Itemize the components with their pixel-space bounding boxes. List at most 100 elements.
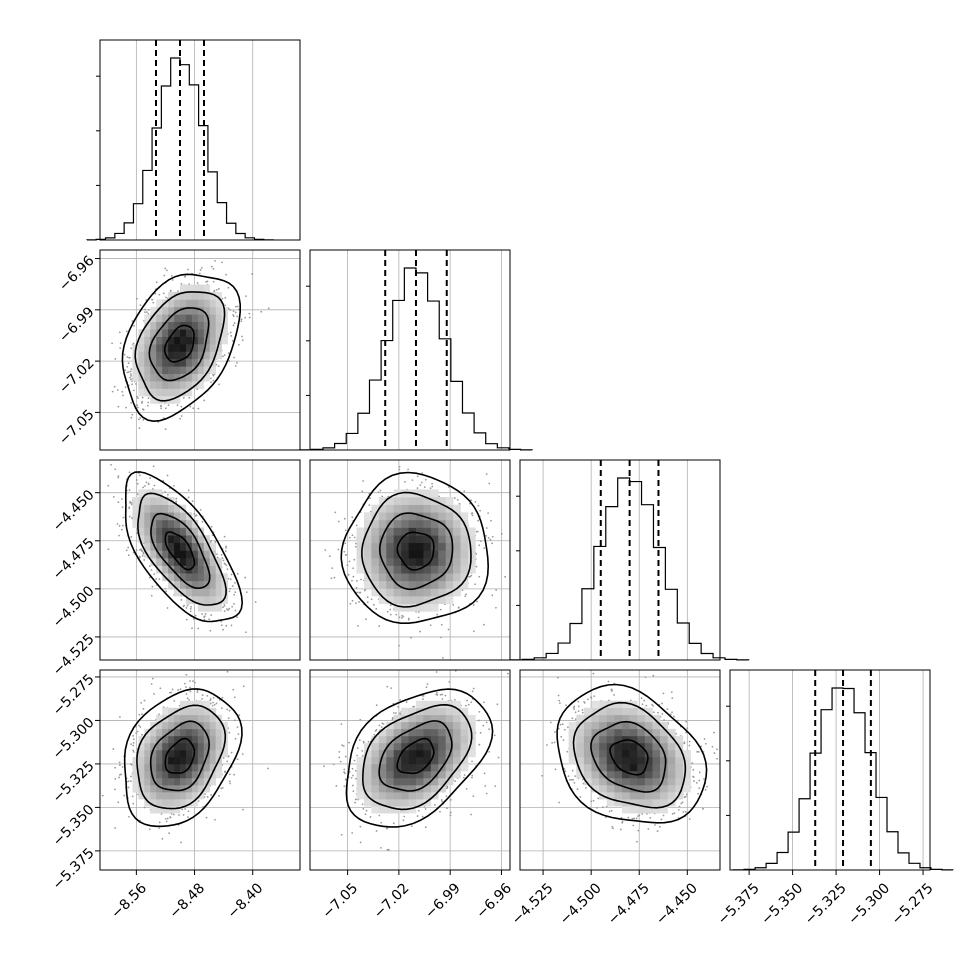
scatter-point [132, 741, 135, 744]
density-cell [209, 366, 216, 375]
scatter-point [130, 374, 132, 377]
density-cell [185, 778, 193, 786]
scatter-point [260, 310, 263, 313]
scatter-point [144, 311, 146, 314]
density-cell [197, 756, 205, 765]
density-cell [168, 373, 175, 382]
scatter-point [382, 723, 385, 725]
scatter-point [463, 774, 466, 776]
density-cell [438, 756, 446, 765]
scatter-point [422, 695, 425, 697]
density-cell [415, 504, 424, 513]
density-cell [191, 573, 199, 582]
scatter-point [135, 383, 137, 385]
density-cell [467, 721, 476, 730]
density-cell [162, 358, 169, 367]
density-cell [393, 728, 402, 737]
scatter-point [440, 623, 443, 626]
density-cell [386, 588, 395, 597]
density-cell [138, 527, 145, 536]
scatter-point [254, 601, 257, 603]
density-cell [415, 512, 424, 521]
density-cell [180, 344, 187, 352]
scatter-point [191, 627, 193, 630]
scatter-point [132, 744, 135, 747]
density-cell [378, 799, 387, 807]
scatter-point [232, 688, 235, 691]
scatter-point [130, 373, 132, 375]
scatter-point [386, 827, 389, 830]
density-cell [209, 778, 216, 786]
density-cell [401, 489, 409, 498]
density-cell [156, 558, 163, 566]
density-cell [197, 771, 205, 779]
density-cell [460, 558, 469, 566]
scatter-point [212, 701, 214, 704]
density-cell [180, 373, 187, 382]
density-cell [408, 785, 417, 793]
density-cell [162, 396, 169, 404]
scatter-point [343, 550, 346, 553]
scatter-point [141, 733, 143, 736]
scatter-point [344, 554, 347, 556]
scatter-point [209, 377, 212, 380]
scatter-point [339, 760, 342, 763]
scatter-point [417, 809, 420, 812]
density-cell [185, 366, 193, 375]
scatter-point [164, 428, 167, 431]
scatter-point [125, 330, 128, 333]
density-cell [378, 742, 387, 751]
density-cell [209, 292, 216, 300]
scatter-point [420, 481, 423, 484]
density-cell [363, 742, 372, 751]
scatter-point [227, 717, 230, 720]
density-cell [144, 344, 151, 352]
scatter-point [186, 604, 189, 607]
scatter-point [242, 685, 245, 688]
density-panel-4-1 [99, 669, 301, 871]
density-cell [386, 596, 395, 605]
scatter-point [142, 486, 145, 489]
scatter-point [218, 795, 220, 797]
density-cell [386, 565, 395, 574]
density-cell [215, 749, 222, 758]
density-cell [180, 381, 187, 389]
density-cell [180, 763, 187, 772]
scatter-point [416, 487, 419, 490]
density-cell [378, 735, 387, 744]
density-cell [423, 527, 432, 536]
scatter-point [463, 490, 466, 493]
scatter-point [566, 726, 569, 729]
scatter-point [377, 491, 380, 494]
scatter-point [178, 814, 180, 816]
scatter-point [391, 718, 394, 721]
density-cell [386, 721, 395, 730]
density-cell [356, 558, 365, 566]
scatter-point [112, 748, 115, 750]
scatter-point [224, 296, 227, 299]
density-frame-2-1 [99, 249, 301, 451]
scatter-point [350, 776, 353, 779]
scatter-point [163, 274, 166, 277]
scatter-point [236, 726, 239, 729]
density-cell [378, 596, 387, 605]
density-cell [363, 778, 372, 786]
scatter-point [245, 591, 248, 594]
scatter-point [180, 599, 183, 601]
density-cell [453, 749, 461, 758]
density-cell [162, 778, 169, 786]
scatter-point [558, 699, 561, 702]
density-cell [203, 742, 211, 751]
density-cell [386, 512, 395, 521]
scatter-point [198, 272, 201, 275]
density-cell [393, 497, 402, 505]
scatter-point [424, 826, 427, 829]
scatter-point [478, 743, 481, 746]
scatter-point [212, 374, 215, 377]
density-cell [378, 497, 387, 505]
density-cell [180, 565, 187, 574]
scatter-point [398, 616, 401, 619]
contour-level-1 [164, 737, 196, 774]
scatter-point [356, 754, 358, 757]
scatter-point [197, 627, 200, 630]
